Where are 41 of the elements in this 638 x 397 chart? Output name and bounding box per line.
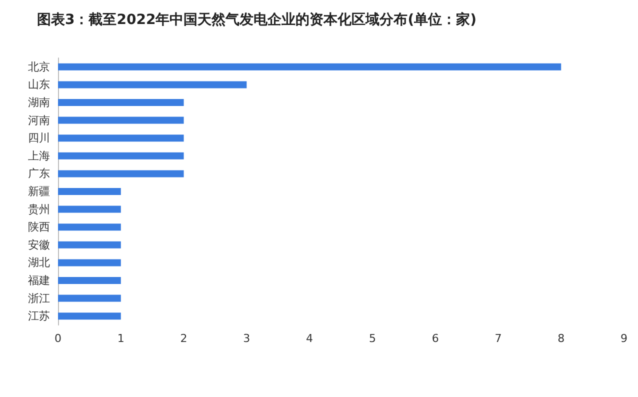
- bar: [58, 152, 184, 160]
- x-tick-label: 4: [306, 332, 314, 345]
- x-tick-label: 6: [432, 332, 439, 345]
- y-tick-label: 上海: [28, 149, 50, 162]
- x-tick-label: 1: [117, 332, 124, 345]
- y-tick-label: 广东: [28, 167, 50, 180]
- bar: [58, 188, 121, 195]
- bar: [58, 277, 121, 284]
- chart-title: 图表3：截至2022年中国天然气发电企业的资本化区域分布(单位：家): [37, 11, 477, 28]
- x-tick-label: 8: [558, 332, 565, 345]
- bar: [58, 81, 247, 88]
- y-tick-label: 陕西: [28, 220, 50, 234]
- y-tick-label: 山东: [28, 78, 50, 92]
- x-tick-label: 3: [243, 332, 250, 345]
- x-tick-label: 9: [620, 332, 628, 345]
- y-tick-label: 福建: [28, 274, 50, 287]
- x-tick-label: 7: [494, 332, 502, 345]
- x-tick-label: 5: [368, 332, 376, 345]
- bar: [58, 116, 184, 124]
- y-tick-label: 浙江: [28, 292, 50, 305]
- y-tick-label: 四川: [28, 132, 50, 145]
- y-tick-label: 河南: [28, 114, 50, 127]
- y-tick-label: 贵州: [28, 202, 50, 216]
- bar: [58, 206, 121, 213]
- bar: [58, 63, 562, 70]
- bar: [58, 170, 184, 178]
- bar: [58, 259, 121, 266]
- y-tick-label: 江苏: [28, 310, 50, 323]
- bar: [58, 224, 121, 231]
- x-tick-label: 2: [180, 332, 188, 345]
- bar: [58, 312, 121, 320]
- x-tick-label: 0: [54, 332, 62, 345]
- y-tick-label: 新疆: [28, 185, 50, 198]
- y-tick-label: 安徽: [28, 238, 50, 252]
- y-tick-label: 湖北: [28, 256, 50, 270]
- bar: [58, 294, 121, 302]
- bar: [58, 241, 121, 248]
- y-tick-label: 北京: [28, 60, 50, 74]
- y-tick-label: 湖南: [28, 96, 50, 109]
- bar: [58, 99, 184, 106]
- bar: [58, 134, 184, 142]
